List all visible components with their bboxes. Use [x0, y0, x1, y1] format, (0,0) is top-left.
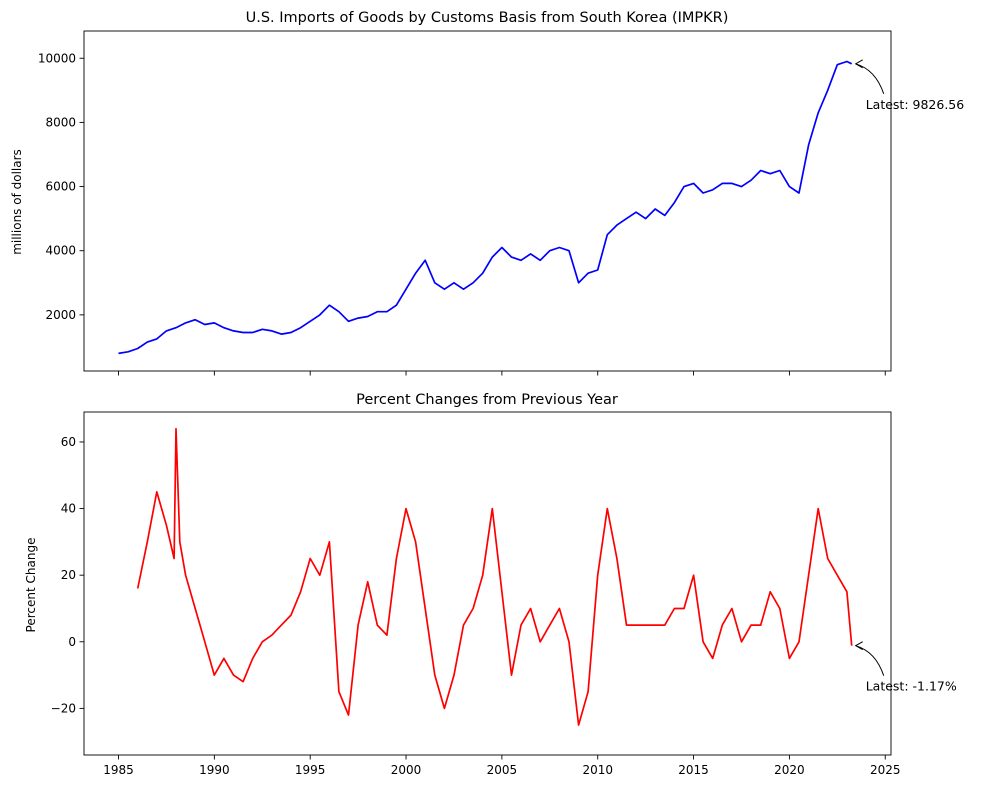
percent-change-chart-title: Percent Changes from Previous Year	[356, 392, 618, 408]
x-tick-label: 2010	[582, 763, 613, 777]
imports-chart-title: U.S. Imports of Goods by Customs Basis f…	[246, 10, 729, 26]
percent-change-x-ticks: 1985 1990 1995 2000 2005 2010 2015 2020 2025	[103, 755, 901, 777]
y-tick-label: 10000	[38, 51, 76, 65]
percent-change-chart-frame	[83, 411, 892, 756]
percent-change-annotation-arrowhead	[854, 641, 863, 651]
x-tick-label: 2020	[774, 763, 805, 777]
y-tick-label: 20	[61, 568, 76, 582]
x-tick-label: 1990	[199, 763, 230, 777]
y-tick-label: 0	[68, 635, 76, 649]
percent-change-y-ticks: −20 0 20 40 60	[51, 435, 84, 715]
imports-annotation-arrow	[855, 63, 885, 94]
y-tick-label: −20	[51, 701, 76, 715]
x-tick-label: 1995	[295, 763, 326, 777]
imports-annotation-arrowhead	[854, 59, 863, 69]
y-tick-label: 8000	[45, 115, 76, 129]
imports-chart-ylabel: millions of dollars	[10, 149, 24, 255]
percent-change-annotation-text: Latest: -1.17%	[866, 679, 957, 694]
percent-change-series-line	[136, 427, 853, 726]
x-tick-label: 2015	[678, 763, 709, 777]
y-tick-label: 2000	[45, 308, 76, 322]
percent-change-annotation-arrow	[855, 645, 885, 676]
imports-chart: U.S. Imports of Goods by Customs Basis f…	[10, 10, 964, 376]
y-tick-label: 40	[61, 502, 76, 516]
y-tick-label: 60	[61, 435, 76, 449]
imports-series-line	[118, 60, 853, 355]
y-tick-label: 6000	[45, 180, 76, 194]
x-tick-label: 2025	[870, 763, 901, 777]
x-tick-label: 2000	[391, 763, 422, 777]
imports-y-ticks: 2000 4000 6000 8000 10000	[38, 51, 84, 322]
percent-change-chart: Percent Changes from Previous Year Perce…	[24, 392, 957, 777]
imports-annotation-text: Latest: 9826.56	[866, 97, 965, 112]
imports-x-ticks	[118, 371, 886, 376]
x-tick-label: 1985	[103, 763, 134, 777]
imports-chart-frame	[83, 30, 892, 372]
percent-change-latest-annotation: Latest: -1.17%	[854, 641, 957, 694]
x-tick-label: 2005	[487, 763, 518, 777]
y-tick-label: 4000	[45, 244, 76, 258]
percent-change-chart-ylabel: Percent Change	[24, 538, 38, 633]
imports-latest-annotation: Latest: 9826.56	[854, 59, 965, 112]
